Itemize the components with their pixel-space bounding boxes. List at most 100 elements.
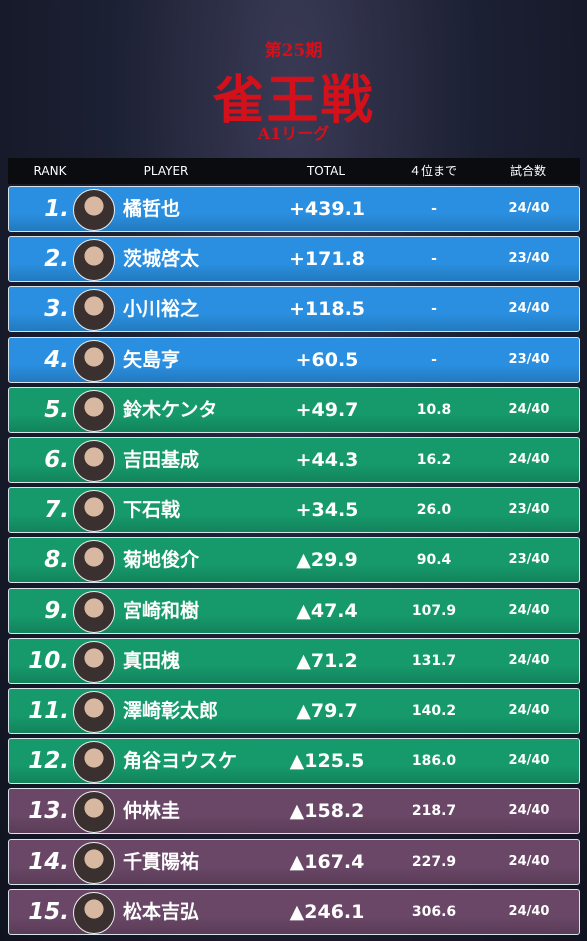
league: A1リーグ <box>257 124 330 143</box>
avatar <box>73 791 115 834</box>
games-played: 23/40 <box>508 552 550 568</box>
column-header: RANK PLAYER TOTAL ４位まで 試合数 <box>8 158 580 184</box>
column-label: ４位まで <box>408 164 458 178</box>
games-played: 23/40 <box>508 502 550 518</box>
column-label: TOTAL <box>306 164 346 178</box>
column-label: RANK <box>33 164 67 178</box>
total-points: +118.5 <box>288 298 366 321</box>
column-label: 試合数 <box>509 164 547 178</box>
rank: 14. <box>28 848 69 875</box>
rank: 1. <box>44 196 69 222</box>
avatar <box>73 691 115 733</box>
ranking-row: 2. 茨城啓太 +171.8 - 23/40 <box>8 236 580 283</box>
points-to-4th: - <box>431 251 437 268</box>
player-name: 松本吉弘 <box>123 900 200 923</box>
rank: 9. <box>44 597 69 624</box>
ranking-row: 9. 宮崎和樹 ▲47.4 107.9 24/40 <box>8 587 580 634</box>
total-points: ▲71.2 <box>296 649 358 672</box>
total-points: +60.5 <box>295 348 359 371</box>
ranking-row: 6. 吉田基成 +44.3 16.2 24/40 <box>8 437 580 483</box>
player-name: 真田槐 <box>123 649 181 672</box>
ranking-row: 5. 鈴木ケンタ +49.7 10.8 24/40 <box>8 386 580 433</box>
points-to-4th: 186.0 <box>411 753 457 770</box>
ranking-row: 8. 菊地俊介 ▲29.9 90.4 23/40 <box>8 537 580 584</box>
avatar <box>73 239 115 282</box>
avatar <box>73 640 115 683</box>
total-points: +34.5 <box>295 499 359 522</box>
points-to-4th: 218.7 <box>411 803 457 820</box>
ranking-row: 11. 澤崎彰太郎 ▲79.7 140.2 24/40 <box>8 688 580 734</box>
player-name: 吉田基成 <box>123 449 200 471</box>
ranking-row: 10. 真田槐 ▲71.2 131.7 24/40 <box>8 637 580 684</box>
points-to-4th: - <box>431 351 437 368</box>
avatar <box>73 289 115 332</box>
avatar <box>73 389 115 432</box>
total-points: ▲79.7 <box>296 700 358 722</box>
player-name: 角谷ヨウスケ <box>123 750 238 773</box>
games-played: 24/40 <box>508 401 550 417</box>
avatar <box>73 741 115 784</box>
avatar <box>73 841 115 884</box>
games-played: 24/40 <box>508 301 550 317</box>
rank: 11. <box>28 698 69 724</box>
total-points: +171.8 <box>288 248 366 271</box>
games-played: 24/40 <box>508 903 550 919</box>
ranking-row: 14. 千貫陽祐 ▲167.4 227.9 24/40 <box>8 838 580 885</box>
ranking-row: 13. 仲林圭 ▲158.2 218.7 24/40 <box>8 788 580 835</box>
avatar <box>73 490 115 533</box>
player-name: 橘哲也 <box>123 198 181 220</box>
points-to-4th: 26.0 <box>416 502 452 519</box>
player-name: 小川裕之 <box>123 298 200 321</box>
games-played: 24/40 <box>508 853 550 869</box>
games-played: 24/40 <box>508 753 550 769</box>
rank: 8. <box>44 547 69 574</box>
player-name: 千貫陽祐 <box>123 850 200 873</box>
points-to-4th: 131.7 <box>411 652 457 669</box>
rank: 10. <box>28 647 69 674</box>
player-name: 茨城啓太 <box>123 248 200 271</box>
rank: 6. <box>44 447 69 473</box>
points-to-4th: 10.8 <box>416 401 452 418</box>
player-name: 宮崎和樹 <box>123 599 200 622</box>
games-played: 23/40 <box>508 351 550 367</box>
player-name: 鈴木ケンタ <box>123 398 218 421</box>
ranking-row: 4. 矢島亨 +60.5 - 23/40 <box>8 336 580 383</box>
rank: 2. <box>44 246 69 273</box>
avatar <box>73 540 115 583</box>
total-points: ▲125.5 <box>289 750 365 773</box>
total-points: ▲158.2 <box>289 800 365 823</box>
total-points: ▲167.4 <box>289 850 365 873</box>
points-to-4th: 107.9 <box>411 602 457 619</box>
player-name: 下石戟 <box>123 499 181 522</box>
games-played: 24/40 <box>508 803 550 819</box>
title: 雀王戦 <box>212 70 375 131</box>
total-points: ▲246.1 <box>289 900 365 923</box>
rank: 13. <box>28 798 69 825</box>
points-to-4th: - <box>431 201 437 217</box>
total-points: ▲47.4 <box>296 599 358 622</box>
avatar <box>73 590 115 633</box>
points-to-4th: 90.4 <box>416 552 452 569</box>
avatar <box>73 189 115 231</box>
ranking-row: 3. 小川裕之 +118.5 - 24/40 <box>8 286 580 333</box>
total-points: +439.1 <box>288 198 366 220</box>
rank: 4. <box>44 346 69 373</box>
edition: 第25期 <box>264 41 323 61</box>
points-to-4th: 140.2 <box>411 703 457 719</box>
rank: 7. <box>44 497 69 524</box>
ranking-row: 15. 松本吉弘 ▲246.1 306.6 24/40 <box>8 888 580 935</box>
player-name: 澤崎彰太郎 <box>123 700 219 722</box>
rank: 3. <box>44 296 69 323</box>
player-name: 菊地俊介 <box>123 549 200 572</box>
points-to-4th: 16.2 <box>416 452 452 468</box>
ranking-row: 12. 角谷ヨウスケ ▲125.5 186.0 24/40 <box>8 738 580 785</box>
player-name: 矢島亨 <box>123 348 181 371</box>
games-played: 23/40 <box>508 251 550 267</box>
games-played: 24/40 <box>508 652 550 668</box>
ranking-row: 7. 下石戟 +34.5 26.0 23/40 <box>8 487 580 534</box>
games-played: 24/40 <box>508 201 550 216</box>
rank: 5. <box>44 396 69 423</box>
total-points: +44.3 <box>295 449 359 471</box>
ranking-row: 1. 橘哲也 +439.1 - 24/40 <box>8 186 580 232</box>
